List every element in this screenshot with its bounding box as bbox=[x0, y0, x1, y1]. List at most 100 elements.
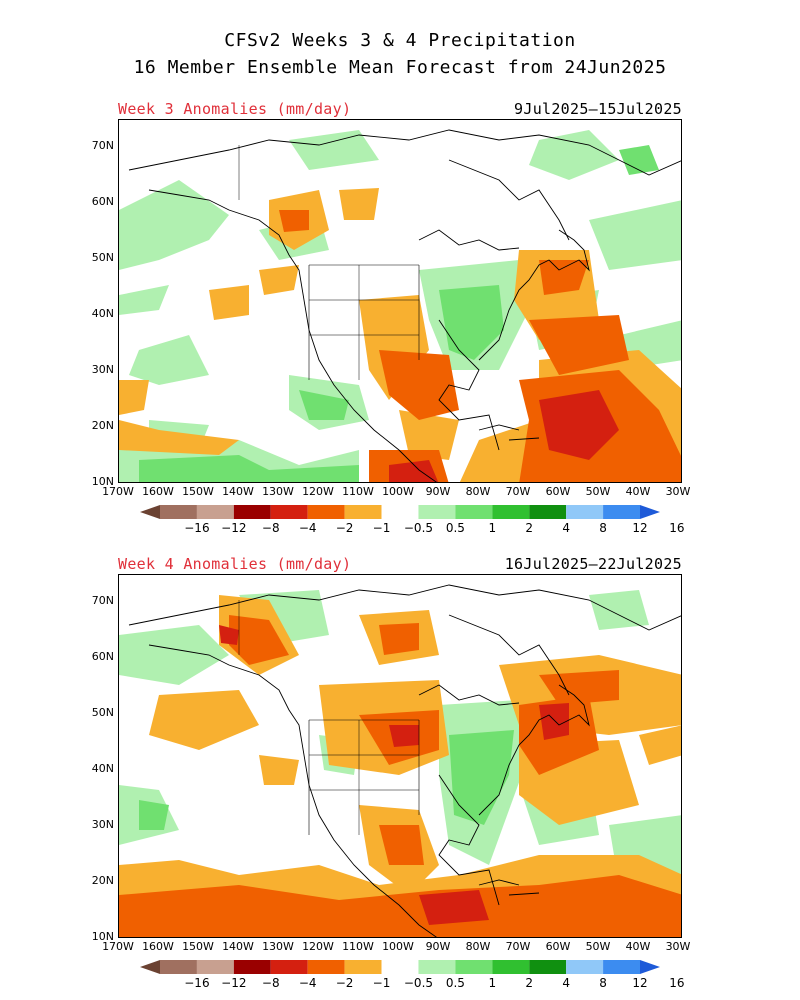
lon-tick: 70W bbox=[505, 940, 531, 953]
colorbar bbox=[140, 505, 660, 519]
anomaly-area bbox=[529, 130, 619, 180]
anomaly-area bbox=[259, 265, 299, 295]
anomaly-area bbox=[419, 890, 489, 925]
coastline bbox=[128, 129, 681, 176]
anomaly-area bbox=[639, 725, 681, 765]
anomaly-area bbox=[539, 670, 619, 705]
colorbar-swatch bbox=[344, 505, 382, 519]
colorbar-label: −2 bbox=[335, 976, 354, 990]
anomaly-area bbox=[139, 800, 169, 830]
anomaly-area bbox=[379, 825, 424, 865]
colorbar-label: 8 bbox=[599, 976, 607, 990]
lon-tick: 80W bbox=[465, 485, 491, 498]
week4-label: Week 4 Anomalies (mm/day) bbox=[118, 555, 352, 573]
colorbar bbox=[140, 960, 660, 974]
colorbar-label: 1 bbox=[488, 521, 497, 535]
colorbar-label: 1 bbox=[488, 976, 497, 990]
anomaly-area bbox=[119, 380, 149, 415]
colorbar-swatch bbox=[418, 505, 456, 519]
colorbar-swatch bbox=[160, 960, 197, 974]
lon-tick: 30W bbox=[665, 940, 691, 953]
colorbar-label: −16 bbox=[184, 521, 210, 535]
lat-tick: 50N bbox=[91, 251, 114, 264]
week4-dates: 16Jul2025–22Jul2025 bbox=[504, 555, 682, 573]
border bbox=[238, 145, 419, 380]
lon-tick: 50W bbox=[585, 940, 611, 953]
colorbar-label: 4 bbox=[562, 976, 570, 990]
anomaly-area bbox=[119, 420, 239, 455]
lon-tick: 80W bbox=[465, 940, 491, 953]
colorbar-swatch bbox=[307, 960, 345, 974]
colorbar-label: 16 bbox=[669, 521, 685, 535]
colorbar-swatch bbox=[603, 960, 640, 974]
coastline bbox=[128, 584, 681, 631]
colorbar-swatch bbox=[455, 505, 493, 519]
anomaly-area bbox=[289, 130, 379, 170]
coastline bbox=[418, 684, 520, 706]
colorbar-arrow-left bbox=[140, 505, 160, 519]
lon-tick: 120W bbox=[302, 485, 334, 498]
colorbar-swatch bbox=[566, 505, 604, 519]
week3-map bbox=[118, 119, 682, 483]
colorbar-label: −1 bbox=[372, 976, 391, 990]
colorbar-swatch bbox=[529, 505, 567, 519]
colorbar-swatch bbox=[529, 960, 567, 974]
lon-tick: 140W bbox=[222, 485, 254, 498]
anomaly-area bbox=[389, 725, 419, 747]
coastline bbox=[148, 644, 437, 937]
lon-tick: 150W bbox=[182, 485, 214, 498]
chart-subtitle: 16 Member Ensemble Mean Forecast from 24… bbox=[133, 57, 667, 78]
border bbox=[308, 264, 420, 380]
lon-tick: 170W bbox=[102, 940, 134, 953]
coastline bbox=[418, 229, 520, 251]
colorbar-label: −12 bbox=[221, 976, 247, 990]
colorbar-label: 0.5 bbox=[445, 521, 465, 535]
lon-tick: 110W bbox=[342, 485, 374, 498]
anomaly-area bbox=[379, 350, 459, 420]
colorbar-swatch bbox=[381, 505, 419, 519]
lat-tick: 40N bbox=[91, 762, 114, 775]
lat-tick: 60N bbox=[91, 195, 114, 208]
coastline bbox=[478, 879, 540, 896]
colorbar-arrow-right bbox=[640, 960, 660, 974]
anomaly-area bbox=[529, 315, 629, 375]
lon-tick: 120W bbox=[302, 940, 334, 953]
lat-tick: 50N bbox=[91, 706, 114, 719]
lat-tick: 60N bbox=[91, 650, 114, 663]
anomaly-area bbox=[439, 285, 504, 360]
lon-tick: 90W bbox=[425, 485, 451, 498]
colorbar-label: −12 bbox=[221, 521, 247, 535]
anomaly-area bbox=[449, 730, 514, 825]
coastline bbox=[478, 229, 590, 361]
lon-tick: 160W bbox=[142, 940, 174, 953]
lon-tick: 70W bbox=[505, 485, 531, 498]
colorbar-swatch bbox=[344, 960, 382, 974]
coastline bbox=[478, 684, 590, 816]
colorbar-label: 12 bbox=[632, 976, 648, 990]
colorbar-swatch bbox=[160, 505, 197, 519]
colorbar-label: 8 bbox=[599, 521, 607, 535]
coastline bbox=[148, 189, 437, 482]
lon-tick: 130W bbox=[262, 940, 294, 953]
lat-tick: 10N bbox=[91, 475, 114, 488]
anomaly-area bbox=[259, 755, 299, 785]
anomaly-area bbox=[539, 703, 569, 740]
colorbar-swatch bbox=[196, 960, 234, 974]
anomaly-area bbox=[219, 625, 239, 645]
week3-dates: 9Jul2025–15Jul2025 bbox=[514, 100, 682, 118]
lon-tick: 140W bbox=[222, 940, 254, 953]
colorbar-swatch bbox=[307, 505, 345, 519]
coastline bbox=[448, 159, 570, 241]
lon-tick: 30W bbox=[665, 485, 691, 498]
border bbox=[238, 600, 419, 835]
lon-tick: 90W bbox=[425, 940, 451, 953]
lon-tick: 110W bbox=[342, 940, 374, 953]
anomaly-area bbox=[119, 285, 169, 315]
colorbar-swatch bbox=[492, 960, 530, 974]
colorbar-label: −0.5 bbox=[403, 976, 434, 990]
week4-map bbox=[118, 574, 682, 938]
lon-tick: 60W bbox=[545, 485, 571, 498]
coastline bbox=[448, 614, 570, 696]
anomaly-area bbox=[399, 410, 459, 460]
colorbar-label: 2 bbox=[525, 521, 534, 535]
